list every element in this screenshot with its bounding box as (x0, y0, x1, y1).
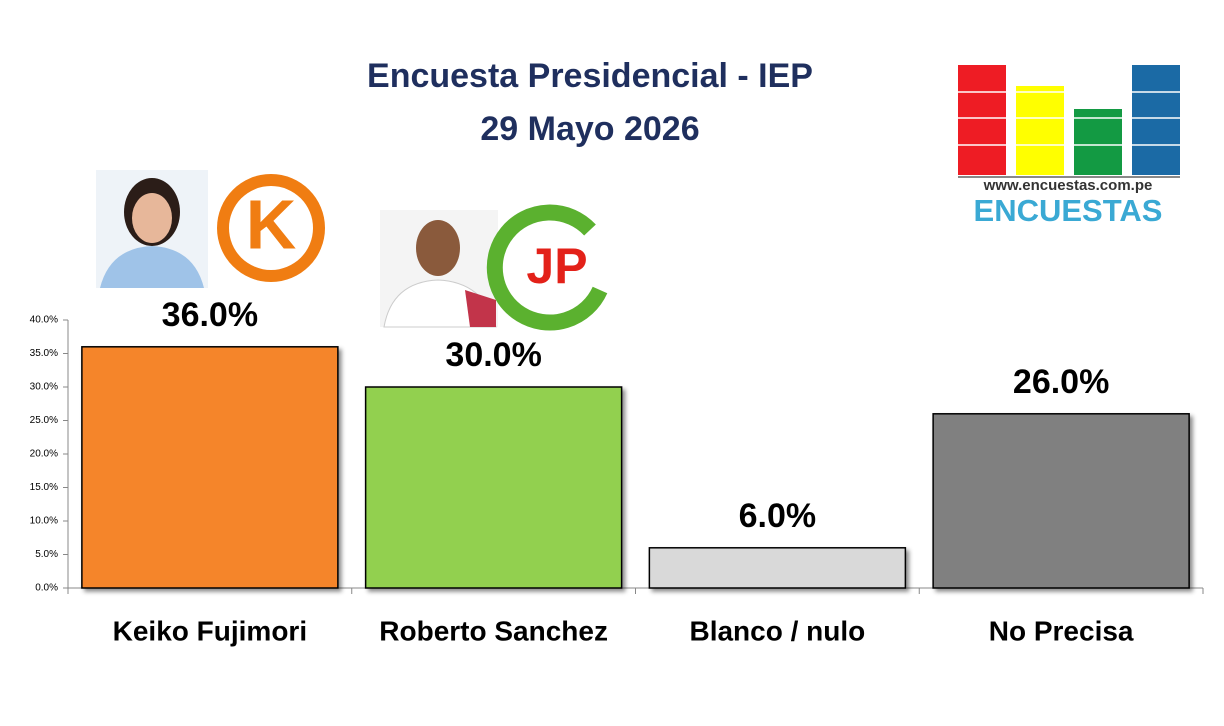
site-logo: www.encuestas.com.pe ENCUESTAS (958, 65, 1180, 228)
bar (932, 413, 1190, 589)
value-label: 30.0% (445, 336, 541, 374)
logo-url: www.encuestas.com.pe (983, 177, 1153, 194)
x-tick-label: Roberto Sanchez (379, 615, 608, 646)
value-label: 6.0% (739, 497, 817, 535)
chart-title: Encuesta Presidencial - IEP (367, 57, 813, 95)
y-tick-label: 20.0% (30, 449, 58, 460)
value-label: 26.0% (1013, 363, 1109, 401)
x-tick-label: Blanco / nulo (689, 615, 865, 646)
y-tick-label: 10.0% (30, 516, 58, 527)
party-logo-text: JP (526, 238, 587, 294)
logo-name: ENCUESTAS (974, 193, 1163, 228)
y-tick-label: 0.0% (35, 583, 58, 594)
candidate-1-photo (96, 170, 208, 288)
candidate-2-photo (380, 210, 498, 328)
chart-subtitle: 29 Mayo 2026 (480, 110, 699, 148)
y-tick-label: 30.0% (30, 382, 58, 393)
y-tick-label: 35.0% (30, 348, 58, 359)
party-logo-jp: JP (486, 204, 608, 331)
y-tick-label: 40.0% (30, 315, 58, 326)
x-tick-label: Keiko Fujimori (113, 615, 307, 646)
bar (81, 346, 339, 589)
x-tick-label: No Precisa (989, 615, 1134, 646)
y-tick-label: 5.0% (35, 549, 58, 560)
bar (364, 386, 623, 589)
bar (648, 547, 907, 589)
y-tick-label: 25.0% (30, 415, 58, 426)
party-logo-text: K (246, 185, 297, 263)
value-label: 36.0% (162, 296, 258, 334)
y-tick-label: 15.0% (30, 482, 58, 493)
party-logo-k: K (217, 174, 325, 282)
